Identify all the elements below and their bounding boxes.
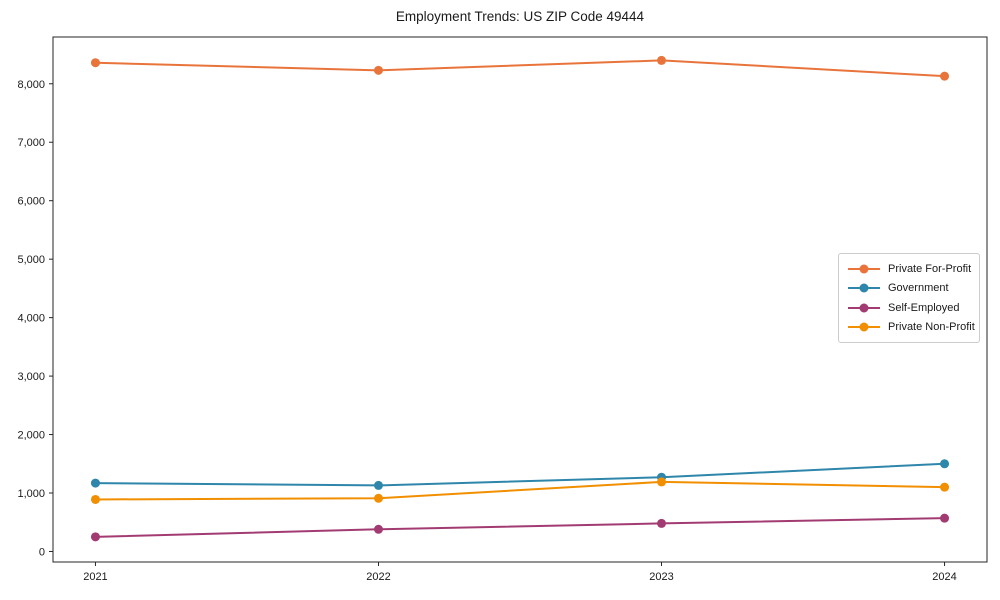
legend-marker-icon bbox=[848, 264, 880, 274]
data-point-self-employed bbox=[657, 518, 667, 528]
y-tick-label: 2,000 bbox=[17, 430, 45, 442]
data-point-private-for-profit bbox=[657, 55, 667, 65]
data-point-private-non-profit bbox=[90, 494, 100, 504]
data-point-private-non-profit bbox=[373, 493, 383, 503]
y-tick-label: 7,000 bbox=[17, 137, 45, 149]
data-point-private-for-profit bbox=[940, 71, 950, 81]
legend: Private For-Profit Government Self-Employe… bbox=[838, 253, 980, 343]
data-point-private-for-profit bbox=[373, 65, 383, 75]
chart-title: Employment Trends: US ZIP Code 49444 bbox=[395, 9, 645, 24]
y-tick-label: 5,000 bbox=[17, 254, 45, 266]
data-point-private-for-profit bbox=[90, 58, 100, 68]
series-line-private-non-profit bbox=[95, 480, 945, 501]
series-line-private-for-profit bbox=[95, 59, 945, 78]
series-line-self-employed bbox=[95, 517, 945, 538]
series-line-government bbox=[95, 462, 945, 487]
legend-item-government: Government bbox=[847, 279, 971, 299]
y-tick-label: 1,000 bbox=[17, 488, 45, 500]
legend-item-private-non-profit: Private Non-Profit bbox=[847, 318, 975, 338]
data-point-government bbox=[90, 478, 100, 488]
x-tick-label: 2024 bbox=[932, 571, 956, 583]
legend-label: Self-Employed bbox=[888, 301, 960, 314]
y-tick-label: 8,000 bbox=[17, 79, 45, 91]
legend-item-private-for-profit: Private For-Profit bbox=[847, 259, 971, 279]
x-tick-label: 2023 bbox=[649, 571, 673, 583]
data-point-private-non-profit bbox=[657, 477, 667, 487]
data-point-self-employed bbox=[940, 513, 950, 523]
legend-marker-icon bbox=[848, 303, 880, 313]
legend-label: Private Non-Profit bbox=[888, 321, 975, 334]
y-tick-label: 6,000 bbox=[17, 196, 45, 208]
plot-border bbox=[52, 36, 988, 563]
y-tick-label: 3,000 bbox=[17, 371, 45, 383]
legend-marker-icon bbox=[848, 283, 880, 293]
legend-label: Government bbox=[888, 282, 949, 295]
data-point-self-employed bbox=[373, 524, 383, 534]
y-tick-label: 0 bbox=[39, 546, 45, 558]
data-point-private-non-profit bbox=[940, 482, 950, 492]
x-tick-label: 2021 bbox=[83, 571, 107, 583]
legend-marker-icon bbox=[848, 322, 880, 332]
data-point-self-employed bbox=[90, 532, 100, 542]
data-point-government bbox=[373, 480, 383, 490]
y-tick-label: 4,000 bbox=[17, 313, 45, 325]
x-tick-label: 2022 bbox=[366, 571, 390, 583]
data-point-government bbox=[940, 459, 950, 469]
legend-item-self-employed: Self-Employed bbox=[847, 298, 971, 318]
legend-label: Private For-Profit bbox=[888, 262, 972, 275]
